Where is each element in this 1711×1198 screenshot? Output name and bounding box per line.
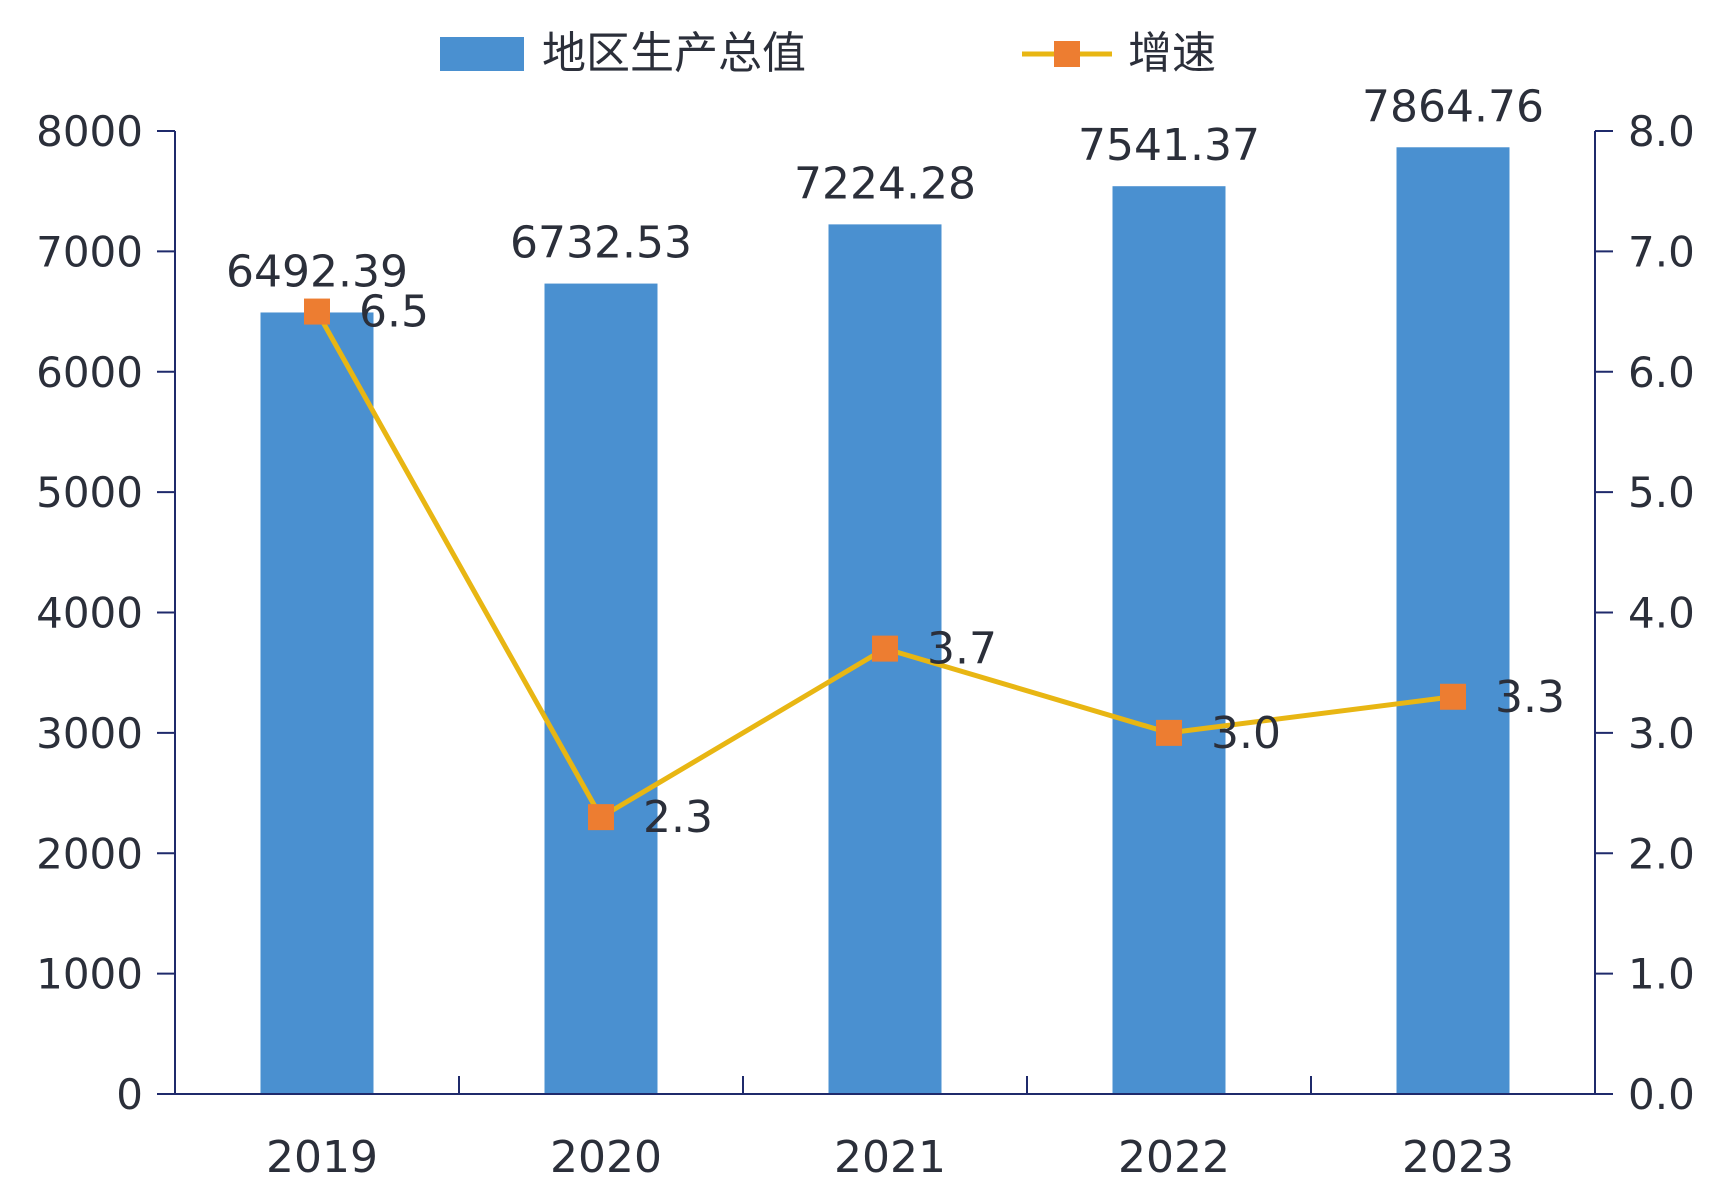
growth-point-2021 — [872, 635, 898, 662]
growth-value-label: 3.0 — [1211, 708, 1281, 759]
right-tick-label: 5.0 — [1628, 468, 1695, 517]
legend-line-marker — [1054, 41, 1080, 67]
right-tick-label: 6.0 — [1628, 348, 1695, 397]
growth-point-2023 — [1440, 683, 1466, 710]
bar-value-label: 7224.28 — [794, 158, 976, 209]
growth-point-2019 — [304, 298, 330, 325]
x-tick-label: 2022 — [1118, 1132, 1230, 1183]
left-tick-label: 2000 — [36, 829, 143, 878]
left-tick-label: 6000 — [36, 348, 143, 397]
growth-value-label: 3.3 — [1495, 672, 1565, 723]
left-tick-label: 0 — [116, 1070, 143, 1119]
growth-point-2020 — [588, 804, 614, 831]
legend-line-label: 增速 — [1128, 28, 1216, 79]
right-tick-label: 7.0 — [1628, 227, 1695, 276]
x-tick-label: 2020 — [550, 1132, 662, 1183]
x-tick-label: 2019 — [266, 1132, 378, 1183]
legend-bar-swatch — [440, 37, 524, 71]
bar-value-label: 6732.53 — [510, 218, 692, 269]
x-tick-label: 2021 — [834, 1132, 946, 1183]
bar-2020 — [544, 283, 658, 1094]
left-tick-label: 7000 — [36, 227, 143, 276]
legend-bar-label: 地区生产总值 — [542, 28, 806, 79]
x-tick-label: 2023 — [1402, 1132, 1514, 1183]
right-tick-label: 8.0 — [1628, 107, 1695, 156]
left-tick-label: 3000 — [36, 709, 143, 758]
right-tick-label: 4.0 — [1628, 589, 1695, 638]
bar-value-label: 7541.37 — [1078, 120, 1260, 171]
bar-value-label: 6492.39 — [226, 246, 408, 297]
bar-2023 — [1396, 147, 1510, 1094]
growth-value-label: 2.3 — [643, 792, 713, 843]
right-tick-label: 3.0 — [1628, 709, 1695, 758]
growth-point-2022 — [1156, 719, 1182, 746]
left-tick-label: 8000 — [36, 107, 143, 156]
right-tick-label: 2.0 — [1628, 829, 1695, 878]
right-tick-label: 1.0 — [1628, 950, 1695, 999]
left-tick-label: 4000 — [36, 589, 143, 638]
left-tick-label: 1000 — [36, 950, 143, 999]
growth-value-label: 3.7 — [927, 624, 997, 675]
right-tick-label: 0.0 — [1628, 1070, 1695, 1119]
left-tick-label: 5000 — [36, 468, 143, 517]
bar-2019 — [260, 312, 374, 1095]
growth-value-label: 6.5 — [359, 287, 429, 338]
bar-value-label: 7864.76 — [1362, 81, 1544, 132]
bar-2022 — [1112, 186, 1226, 1094]
